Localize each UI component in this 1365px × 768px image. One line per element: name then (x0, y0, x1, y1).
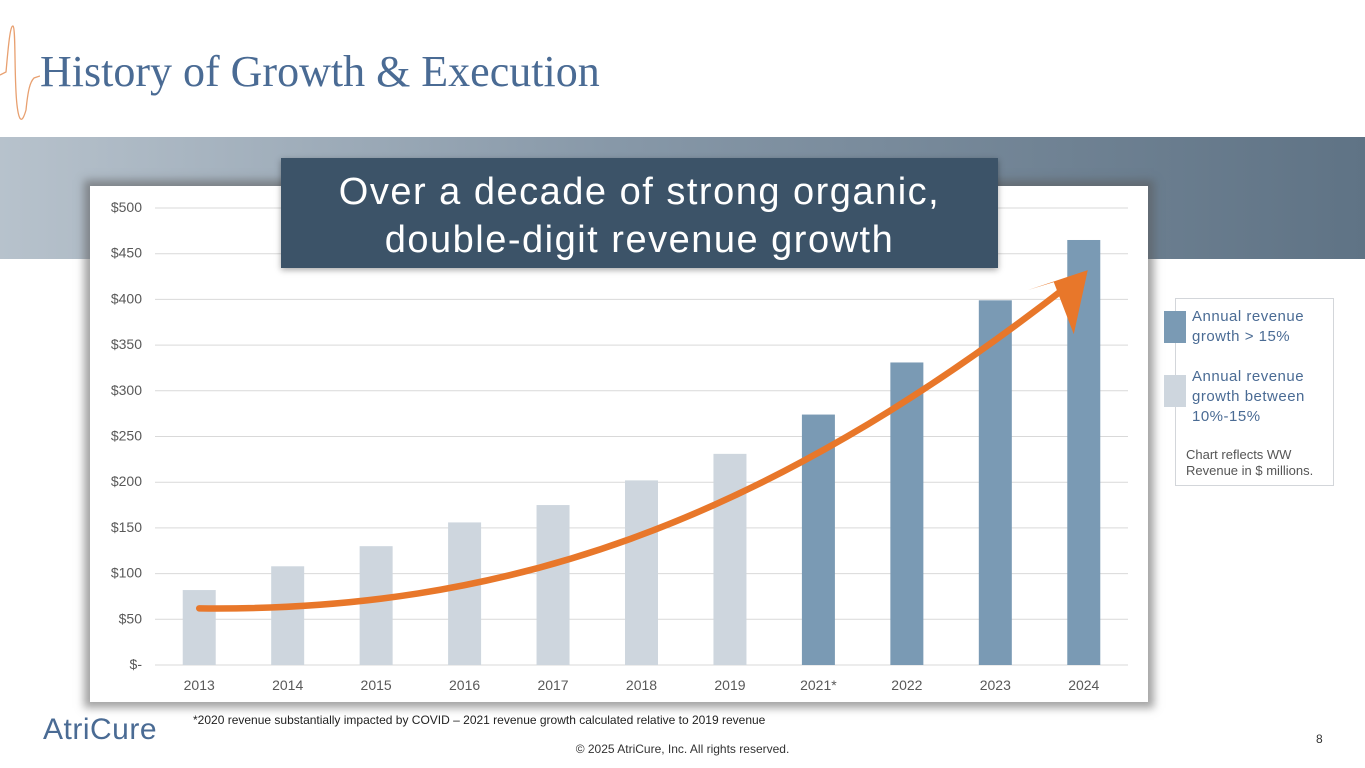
y-tick-label: $200 (111, 473, 142, 489)
x-tick-label: 2023 (980, 677, 1011, 693)
bar (182, 590, 216, 665)
revenue-chart: $- $50 $100 $150 $200 $250 $300 $350 $400 $450 $50… (111, 199, 1128, 693)
x-tick-label: 2014 (272, 677, 303, 693)
callout-banner: Over a decade of strong organic, double-… (281, 158, 998, 268)
copyright: © 2025 AtriCure, Inc. All rights reserve… (575, 742, 790, 756)
legend-note: Chart reflects WW Revenue in $ millions. (1186, 447, 1314, 478)
chart-panel (90, 186, 1148, 702)
y-tick-label: $50 (119, 610, 143, 626)
y-tick-label: $250 (111, 428, 142, 444)
y-tick-label: $100 (111, 565, 142, 581)
x-tick-label: 2013 (184, 677, 215, 693)
waveform-logo-icon (0, 25, 40, 120)
legend-label-mid: Annual revenue growth between 10%-15% (1192, 368, 1305, 425)
x-tick-label: 2024 (1068, 677, 1099, 693)
bar (625, 480, 658, 665)
bar (713, 453, 747, 665)
x-tick-label: 2018 (626, 677, 657, 693)
y-tick-label: $150 (111, 519, 142, 535)
bar (359, 546, 393, 665)
bar (448, 522, 482, 665)
x-tick-label: 2022 (891, 677, 922, 693)
legend-label-high: Annual revenue growth > 15% (1192, 308, 1305, 345)
x-tick-label: 2021* (800, 677, 837, 693)
trend-arrow (195, 277, 1078, 612)
y-tick-label: $400 (111, 290, 142, 306)
callout-line-1: Over a decade of strong organic, (338, 171, 941, 213)
y-tick-label: $500 (111, 199, 142, 215)
trend-arrowhead (1027, 270, 1088, 335)
y-tick-label: $450 (111, 245, 142, 261)
bar (890, 362, 924, 665)
callout-line-2: double-digit revenue growth (384, 219, 895, 261)
x-tick-label: 2017 (537, 677, 568, 693)
footnote: *2020 revenue substantially impacted by … (193, 713, 766, 727)
legend-swatch-high (1164, 311, 1186, 343)
x-tick-label: 2016 (449, 677, 480, 693)
bar (978, 300, 1012, 665)
bar (271, 566, 305, 665)
page-number: 8 (1316, 732, 1323, 746)
atricure-logo: AtriCure (43, 713, 158, 746)
chart-legend: Annual revenue growth > 15% Annual reven… (1164, 298, 1334, 486)
bar (536, 505, 570, 665)
page-title: History of Growth & Execution (40, 47, 600, 96)
x-tick-label: 2019 (714, 677, 745, 693)
y-tick-label: $300 (111, 382, 142, 398)
y-tick-label: $- (130, 656, 143, 672)
x-tick-label: 2015 (361, 677, 392, 693)
y-tick-label: $350 (111, 336, 142, 352)
legend-swatch-mid (1164, 375, 1186, 407)
